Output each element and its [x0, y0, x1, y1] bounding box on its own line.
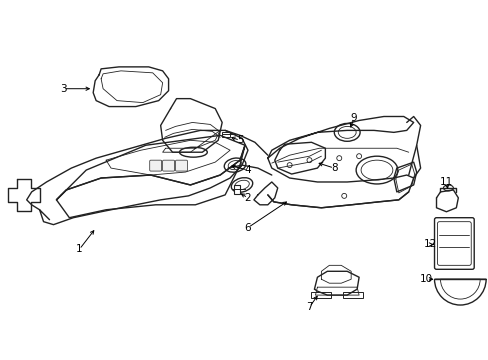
Text: 1: 1: [76, 244, 82, 255]
Ellipse shape: [334, 123, 359, 141]
Ellipse shape: [355, 156, 397, 184]
FancyBboxPatch shape: [437, 222, 470, 265]
Bar: [343, 292, 362, 298]
FancyBboxPatch shape: [175, 160, 187, 171]
Text: 4: 4: [244, 165, 251, 175]
Text: 8: 8: [330, 163, 337, 173]
Text: 5: 5: [236, 135, 243, 145]
Text: 2: 2: [244, 193, 251, 203]
Text: 3: 3: [60, 84, 66, 94]
Circle shape: [356, 154, 361, 159]
Text: 6: 6: [244, 222, 251, 233]
Ellipse shape: [224, 158, 245, 172]
Bar: [222, 132, 230, 137]
FancyBboxPatch shape: [163, 160, 174, 171]
Circle shape: [336, 156, 341, 161]
Text: 7: 7: [305, 302, 312, 312]
Bar: [311, 292, 331, 298]
Ellipse shape: [338, 126, 355, 138]
FancyBboxPatch shape: [434, 218, 473, 269]
Circle shape: [306, 158, 311, 163]
Ellipse shape: [234, 180, 249, 190]
Ellipse shape: [228, 161, 242, 170]
Ellipse shape: [360, 160, 392, 180]
FancyBboxPatch shape: [149, 160, 162, 171]
Wedge shape: [440, 279, 479, 299]
Text: 12: 12: [423, 239, 436, 249]
Circle shape: [286, 163, 291, 168]
Ellipse shape: [443, 185, 452, 191]
Ellipse shape: [179, 147, 207, 157]
Circle shape: [341, 193, 346, 198]
Text: 9: 9: [350, 113, 357, 123]
Text: 10: 10: [419, 274, 432, 284]
Bar: [234, 185, 240, 194]
Text: 11: 11: [439, 177, 452, 187]
Wedge shape: [434, 279, 485, 305]
Ellipse shape: [231, 178, 252, 192]
